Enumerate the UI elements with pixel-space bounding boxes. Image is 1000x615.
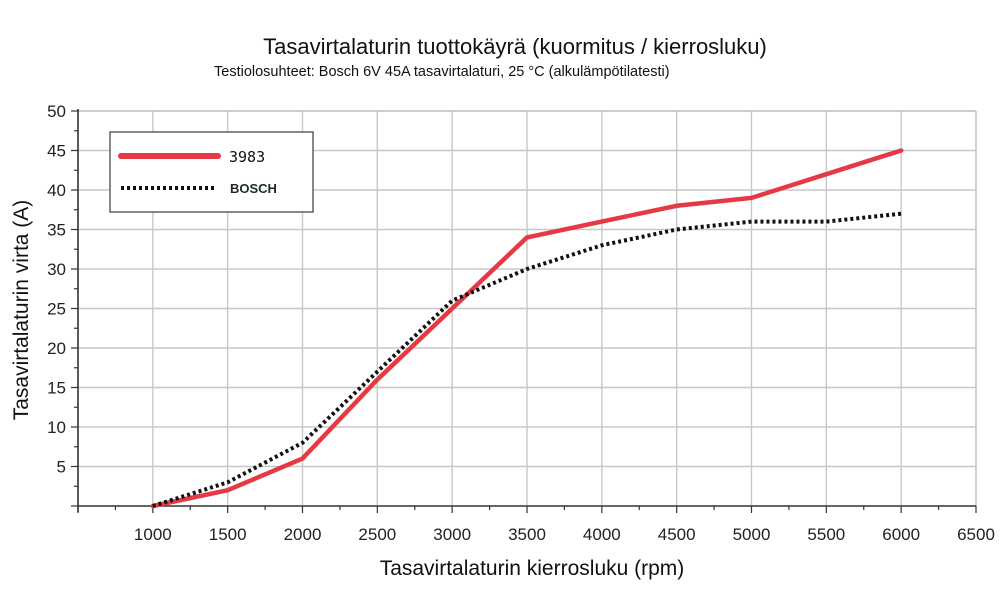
x-tick-label: 1500 [209, 525, 247, 544]
y-tick-label: 45 [47, 142, 66, 161]
x-tick-label: 3500 [508, 525, 546, 544]
x-tick-label: 1000 [134, 525, 172, 544]
x-tick-label: 4500 [658, 525, 696, 544]
y-tick-label: 20 [47, 339, 66, 358]
series-lines [150, 148, 904, 509]
chart-subtitle: Testiolosuhteet: Bosch 6V 45A tasavirtal… [214, 64, 670, 80]
axes [71, 109, 977, 513]
y-tick-label: 40 [47, 181, 66, 200]
y-axis-title: Tasavirtalaturin virta (A) [10, 200, 33, 421]
x-tick-label: 5000 [733, 525, 771, 544]
legend: 3983 BOSCH [109, 131, 314, 213]
x-tick-label: 6000 [882, 525, 920, 544]
y-tick-label: 25 [47, 300, 66, 319]
y-tick-label: 30 [47, 260, 66, 279]
x-tick-label: 2000 [284, 525, 322, 544]
y-tick-label: 15 [47, 379, 66, 398]
series-line-3983 [150, 148, 904, 509]
y-tick-label: 5 [57, 458, 66, 477]
x-tick-label: 3000 [433, 525, 471, 544]
x-tick-label: 5500 [807, 525, 845, 544]
x-axis-title: Tasavirtalaturin kierrosluku (rpm) [380, 557, 685, 580]
legend-label-bosch: BOSCH [230, 181, 277, 196]
x-tick-label: 2500 [358, 525, 396, 544]
series-line-bosch [152, 211, 902, 508]
y-tick-label: 35 [47, 221, 66, 240]
x-tick-label: 4000 [583, 525, 621, 544]
x-tick-label: 6500 [957, 525, 995, 544]
legend-label-3983: 3983 [229, 148, 265, 166]
chart-title: Tasavirtalaturin tuottokäyrä (kuormitus … [263, 34, 767, 59]
y-tick-label: 10 [47, 418, 66, 437]
tick-labels: 5 10 15 20 25 30 35 40 45 50 1000 1500 2000 2500 3000 3… [47, 102, 995, 544]
y-tick-label: 50 [47, 102, 66, 121]
legend-box [109, 131, 314, 213]
